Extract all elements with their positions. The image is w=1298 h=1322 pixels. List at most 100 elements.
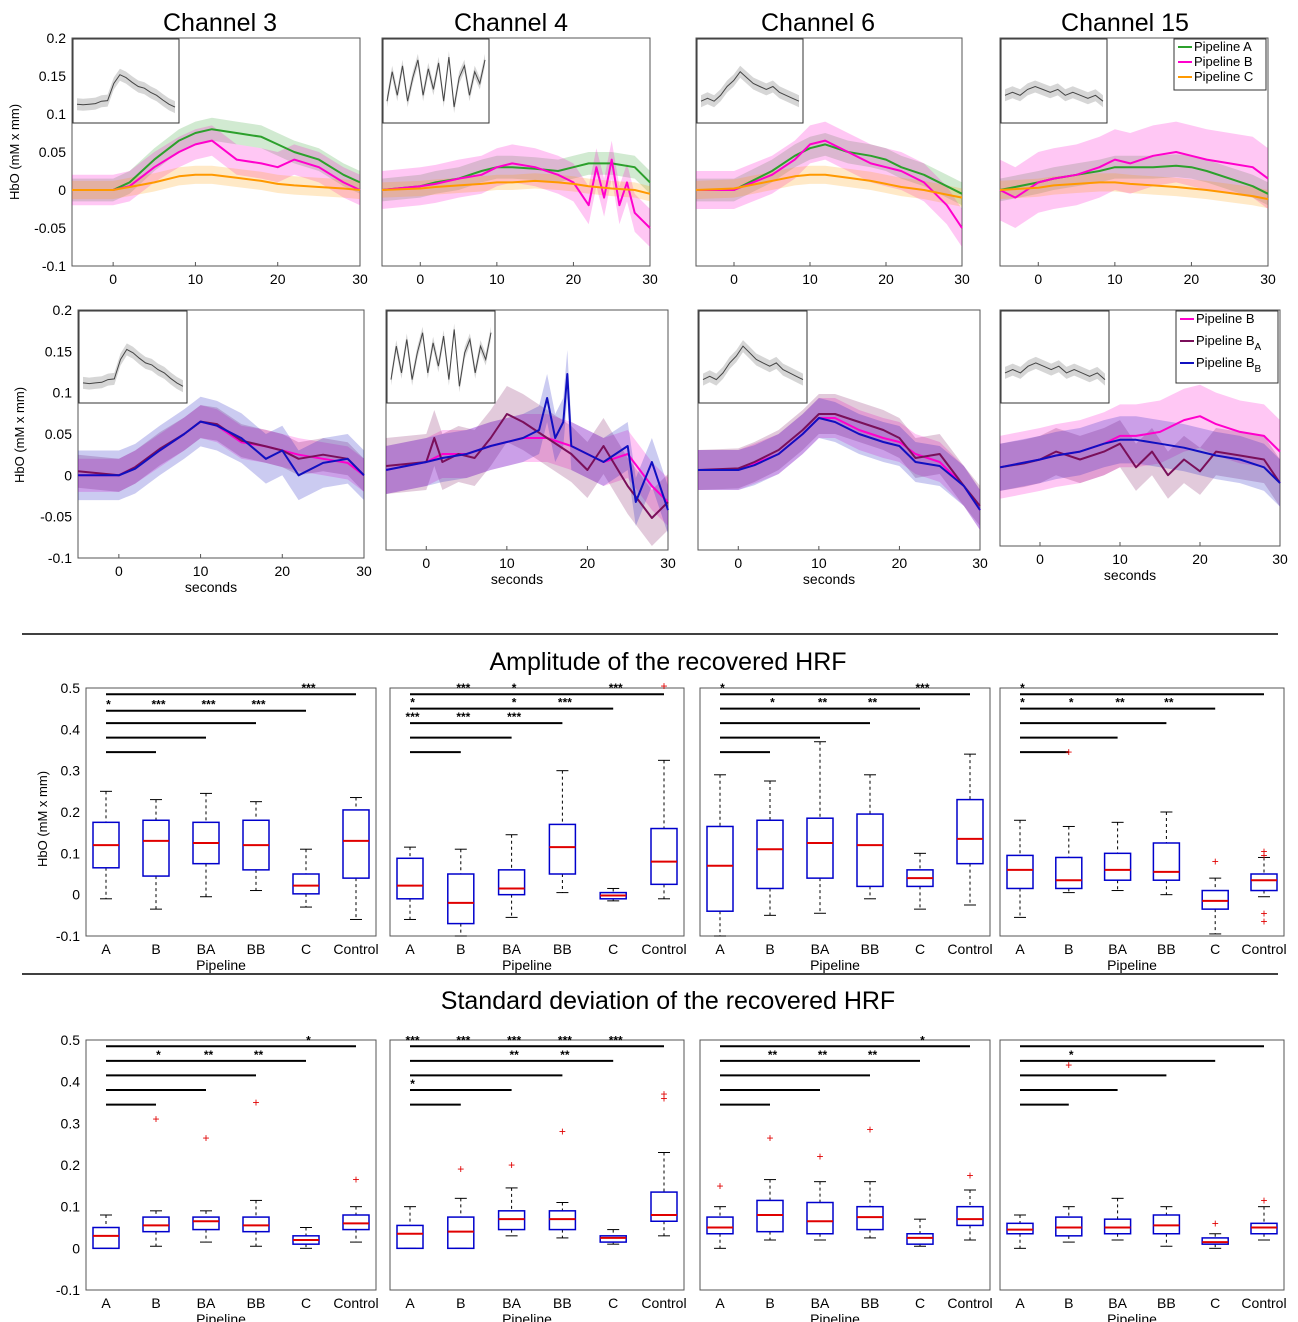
significance-stars: ** <box>868 696 878 710</box>
y-tick-label: 0.05 <box>45 426 72 442</box>
line-panel-row1-0: 0 10 20 30 -0.1 -0.05 0 0.05 0.1 0.15 0.2 <box>34 30 368 287</box>
x-tick-label: Control <box>333 1295 378 1311</box>
inset-band <box>701 65 799 108</box>
band-pipeline-b <box>1000 121 1268 228</box>
box <box>342 1214 370 1231</box>
significance-stars: ** <box>204 1048 214 1062</box>
box <box>1103 852 1132 881</box>
x-tick-label: 0 <box>115 563 123 579</box>
x-tick-label: A <box>405 1295 415 1311</box>
x-tick-label: 0 <box>1034 271 1042 287</box>
line-pipeline-b <box>698 417 981 511</box>
inset-line <box>390 329 492 387</box>
box <box>1250 873 1278 892</box>
plot-frame <box>389 687 685 937</box>
significance-stars: *** <box>201 698 215 712</box>
y-tick-label: 0.3 <box>61 1115 81 1131</box>
line-panel-row1-1: 0 10 20 30 <box>381 37 658 287</box>
line-pipeline-a <box>72 128 361 191</box>
box <box>1055 856 1083 890</box>
x-axis-label: Pipeline <box>810 957 860 973</box>
x-tick-label: B <box>456 941 465 957</box>
plot-frame <box>699 1039 991 1291</box>
band-pipeline-b_b <box>386 350 668 534</box>
y-tick-label: 0.4 <box>61 721 81 737</box>
y-tick-label: 0.2 <box>61 804 81 820</box>
std-title: Standard deviation of the recovered HRF <box>441 987 895 1015</box>
box-panel-amplitude-0: **** *** *** ***A B BA BB C Control-0.100.10.20.… <box>56 680 379 973</box>
line-pipeline-b <box>385 437 669 503</box>
x-axis-label: Pipeline <box>810 1311 860 1322</box>
outlier-point: + <box>1260 848 1267 862</box>
line-pipeline-b_b <box>999 438 1281 484</box>
inset-frame <box>1000 310 1110 404</box>
line-pipeline-b <box>72 139 361 191</box>
x-tick-label: 0 <box>416 271 424 287</box>
band-pipeline-b <box>698 398 980 530</box>
row2-ylabel: HbO (mM x mm) <box>12 387 27 483</box>
box <box>706 1216 734 1235</box>
line-pipeline-b_a <box>999 442 1281 484</box>
x-axis-label: Pipeline <box>196 1311 246 1322</box>
box <box>1250 1222 1278 1235</box>
box <box>1103 1218 1132 1235</box>
line-panel-row2-1: 0 10 20 30 seconds <box>385 309 676 587</box>
x-axis-label: seconds <box>491 571 543 587</box>
x-tick-label: BB <box>553 1295 572 1311</box>
band-pipeline-b_a <box>386 386 668 546</box>
line-pipeline-a <box>381 162 651 191</box>
row1-ylabel: HbO (mM x mm) <box>7 104 22 200</box>
y-tick-label: 0.1 <box>47 106 67 122</box>
significance-stars: *** <box>609 681 623 695</box>
box <box>650 1191 678 1223</box>
outlier-point: + <box>866 1123 873 1137</box>
box <box>92 1226 120 1250</box>
line-panel-row2-0: 0 10 20 30 -0.1 -0.05 0 0.05 0.1 0.15 0.2 seconds <box>40 302 372 595</box>
outlier-point: + <box>1260 915 1267 929</box>
x-tick-label: A <box>715 941 725 957</box>
x-tick-label: 20 <box>580 555 596 571</box>
inset-line <box>82 348 184 387</box>
band-pipeline-c <box>72 165 360 200</box>
x-tick-label: B <box>456 1295 465 1311</box>
y-tick-label: -0.05 <box>40 509 72 525</box>
outlier-point: + <box>816 1150 823 1164</box>
x-tick-label: 30 <box>352 271 368 287</box>
x-tick-label: 30 <box>660 555 676 571</box>
inset-band <box>77 68 175 114</box>
x-tick-label: C <box>915 941 925 957</box>
x-tick-label: BB <box>861 941 880 957</box>
line-pipeline-c <box>695 173 963 199</box>
inset-line <box>76 74 176 108</box>
box <box>1152 842 1181 881</box>
y-tick-label: 0.1 <box>53 385 73 401</box>
y-tick-label: 0.2 <box>61 1157 81 1173</box>
x-tick-label: BA <box>197 941 216 957</box>
legend-entry: Pipeline C <box>1194 69 1253 84</box>
line-pipeline-c <box>999 181 1269 201</box>
legend-box <box>1175 310 1279 384</box>
inset-frame <box>1000 38 1108 124</box>
significance-stars: * <box>512 681 517 695</box>
significance-stars: *** <box>456 681 470 695</box>
y-tick-label: -0.05 <box>34 220 66 236</box>
line-pipeline-b_a <box>385 413 669 519</box>
outlier-point: + <box>660 679 667 693</box>
x-tick-label: 0 <box>730 271 738 287</box>
significance-stars: ** <box>868 1048 878 1062</box>
y-tick-label: 0.4 <box>61 1074 81 1090</box>
channel-6-title: Channel 6 <box>761 9 875 37</box>
box <box>806 817 834 879</box>
x-tick-label: Control <box>947 1295 992 1311</box>
box <box>806 1201 834 1235</box>
y-tick-label: 0.5 <box>61 1032 81 1048</box>
significance-stars: * <box>770 696 775 710</box>
box-panel-std-0: ** ** **++++A B BA BB C Control-0.100.10.20.30.… <box>56 1032 379 1322</box>
x-tick-label: Control <box>1241 941 1286 957</box>
box <box>497 1210 526 1231</box>
x-tick-label: B <box>151 941 160 957</box>
x-tick-label: B <box>765 1295 774 1311</box>
significance-stars: *** <box>915 681 929 695</box>
x-tick-label: 10 <box>802 271 818 287</box>
significance-stars: ** <box>818 696 828 710</box>
